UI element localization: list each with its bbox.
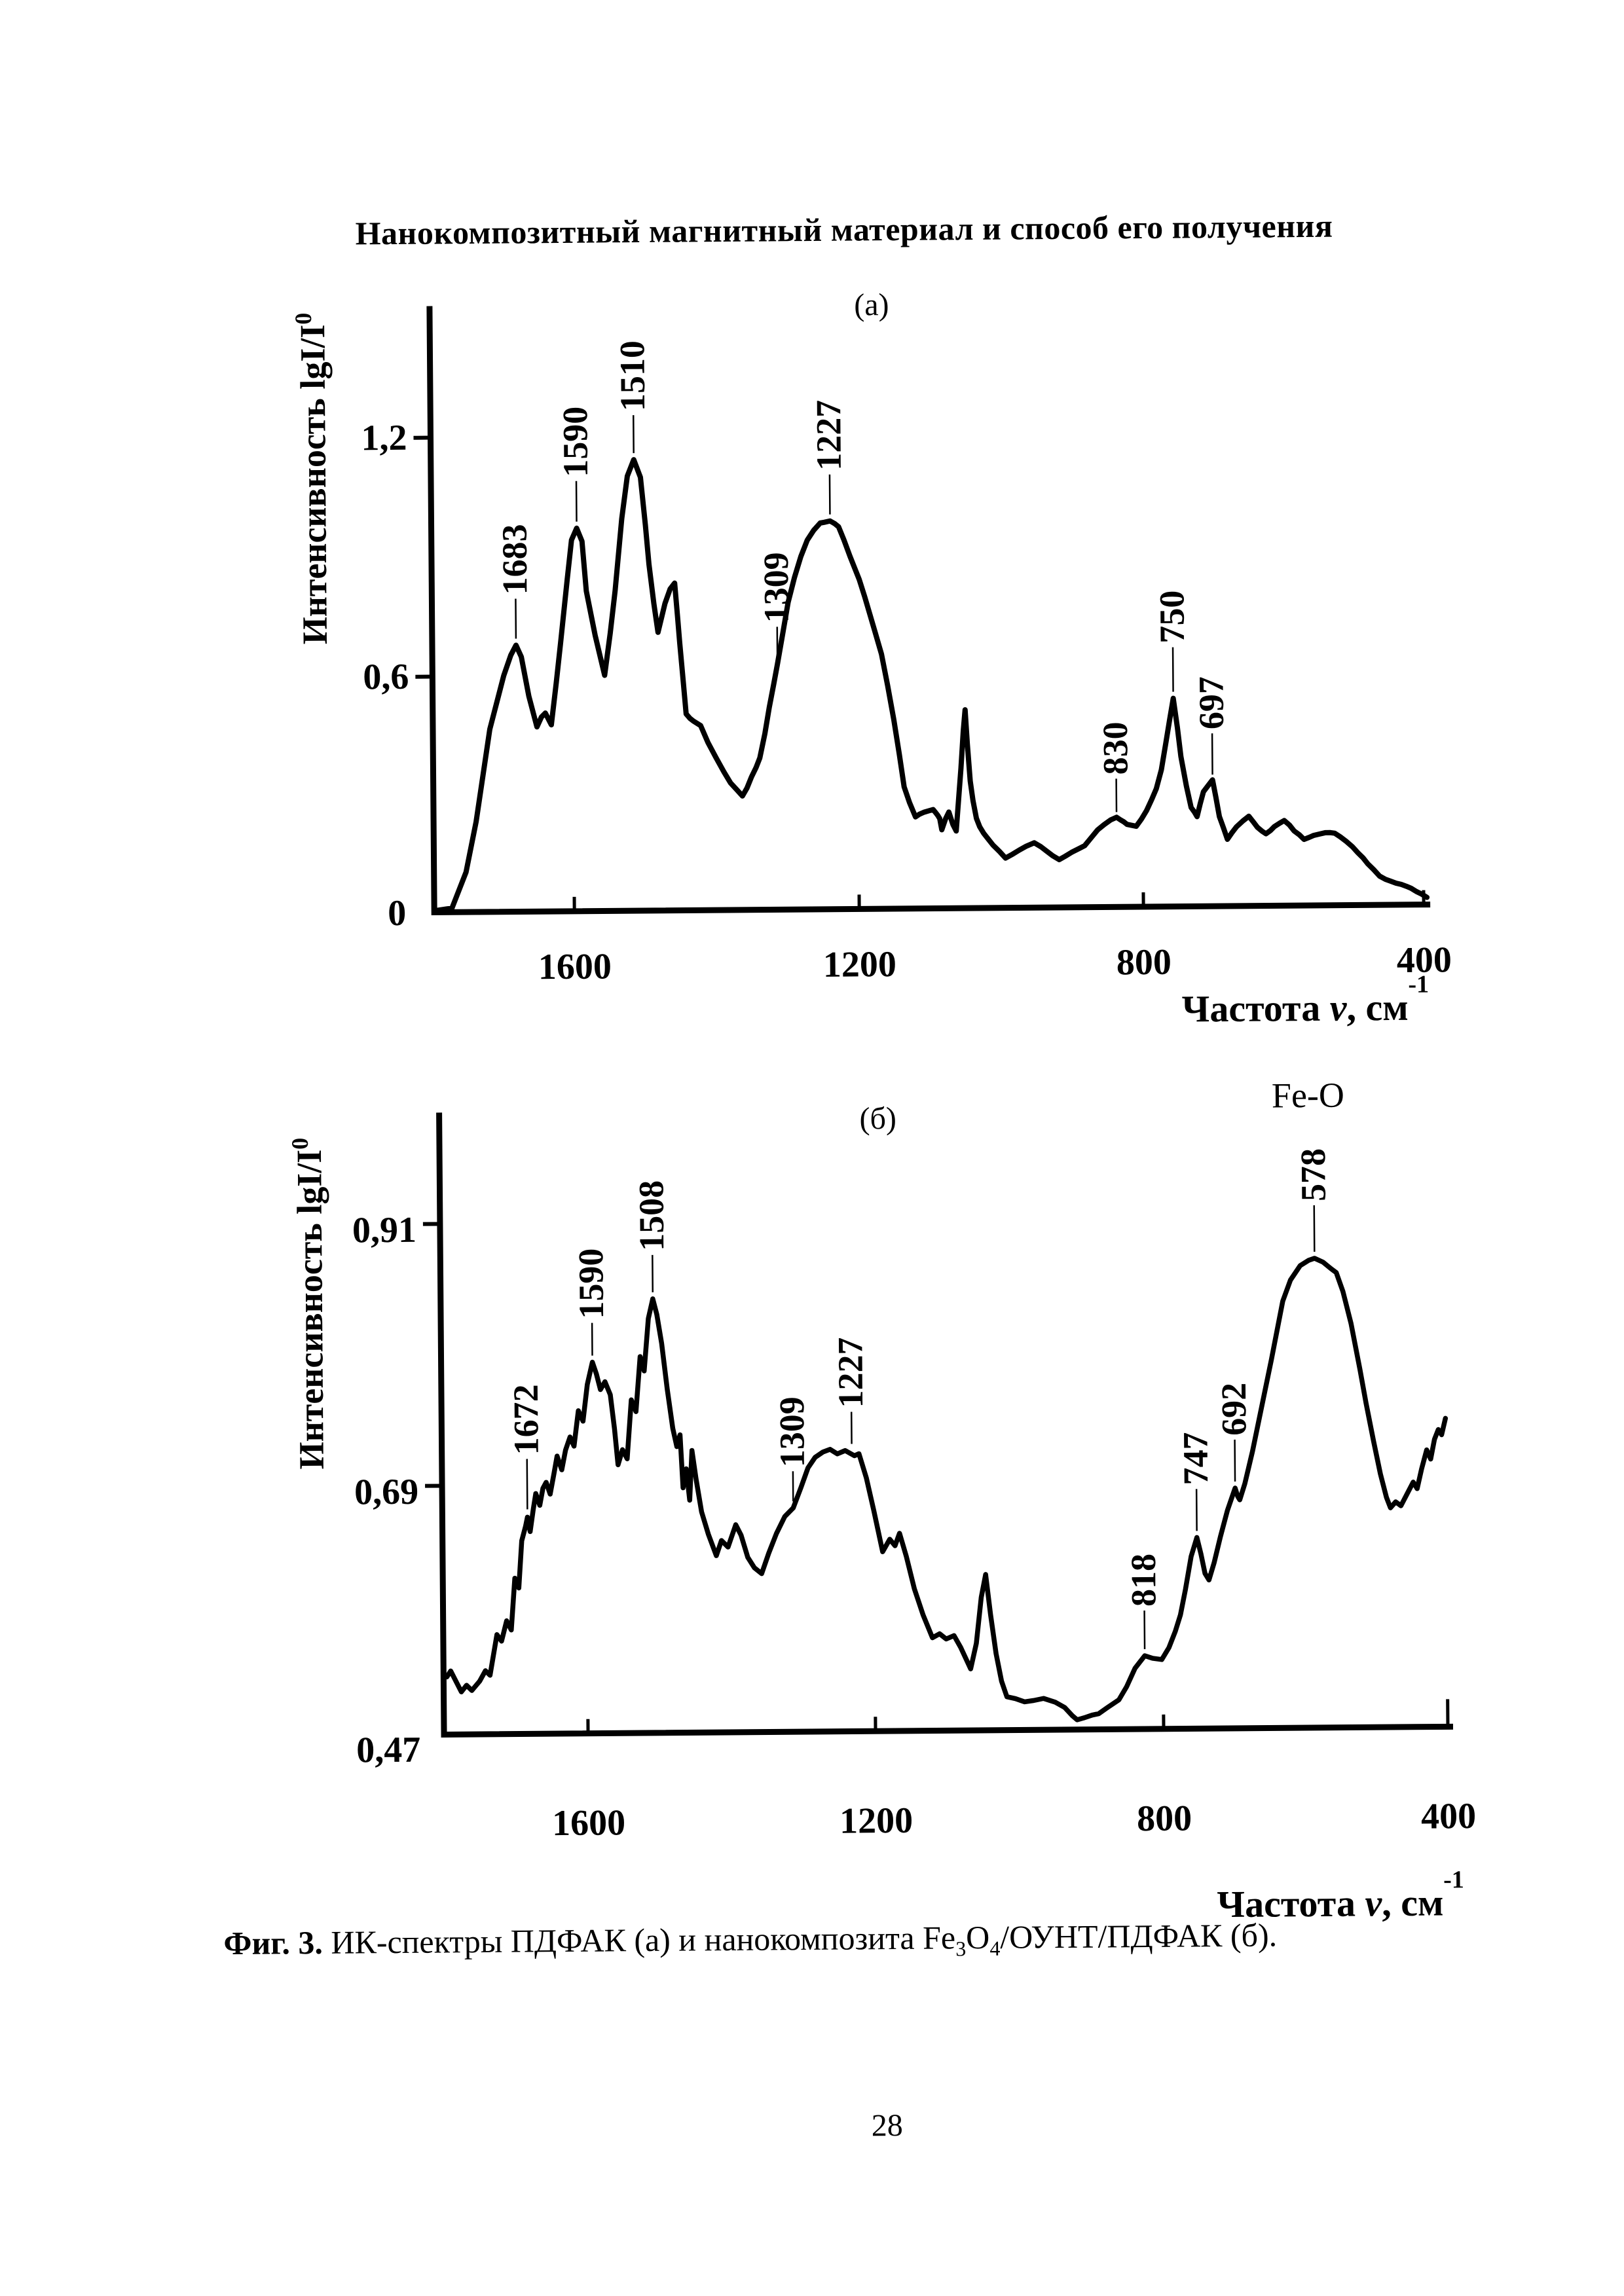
- chart-a-peak-1227: 1227: [809, 400, 849, 471]
- chart-a-ytick-1-2: 1,2: [361, 418, 407, 459]
- chart-a-ytick-0-6: 0,6: [363, 657, 409, 698]
- figure-caption: Фиг. 3. ИК-спектры ПДФАК (а) и нанокомпо…: [223, 1916, 1277, 1967]
- fe3o4-subscript-3: 3: [955, 1937, 967, 1961]
- chart-a-ytick-0: 0: [388, 893, 406, 934]
- chart-a-peak-1683: 1683: [495, 524, 535, 594]
- fe-o-annotation: Fe-O: [1272, 1076, 1344, 1116]
- chart-b-xtick-1200: 1200: [840, 1800, 913, 1842]
- chart-a-spectrum-curve: [435, 457, 1430, 913]
- chart-a-peak-1309: 1309: [756, 552, 796, 623]
- chart-a-yaxis-label: Интенсивность lgI/I0: [290, 312, 335, 644]
- chart-a-peak-830: 830: [1096, 721, 1135, 774]
- chart-b-peak-747: 747: [1175, 1432, 1215, 1485]
- fe3o4-subscript-4: 4: [989, 1936, 1001, 1960]
- chart-a-peak-1590: 1590: [555, 407, 595, 477]
- chart-a-xtick-1600: 1600: [538, 946, 612, 987]
- chart-b-peak-1309: 1309: [772, 1396, 812, 1467]
- panel-label-a: (а): [854, 287, 889, 322]
- chart-b-peak-1672: 1672: [506, 1384, 546, 1455]
- chart-a-xtick-marks: [572, 890, 1426, 910]
- figure-caption-text-2: O: [965, 1918, 990, 1956]
- chart-a-xtick-800: 800: [1116, 942, 1172, 983]
- chart-a-axes: [426, 306, 1431, 916]
- chart-a-xaxis-label: Частота ν, см-1: [1181, 971, 1429, 1030]
- figure-caption-number: Фиг. 3.: [223, 1923, 323, 1962]
- chart-b-yaxis-label: Интенсивность lgI/I0: [287, 1137, 331, 1469]
- chart-b-xaxis-label: Частота ν, см-1: [1217, 1866, 1464, 1925]
- chart-b-ytick-marks: [422, 1222, 443, 1488]
- chart-a-xtick-400: 400: [1397, 939, 1452, 981]
- panel-label-b: (б): [859, 1101, 896, 1136]
- chart-b-ytick-0-91: 0,91: [352, 1210, 416, 1251]
- chart-a-peak-750: 750: [1152, 590, 1192, 643]
- chart-b-spectrum-curve: [444, 1256, 1449, 1722]
- chart-b-peak-578: 578: [1293, 1148, 1333, 1201]
- ir-spectrum-chart-b: (б) Fe-O 0,91 0,69 0,47 1600 1200 800 40…: [287, 1076, 1476, 1926]
- chart-b-peak-818: 818: [1124, 1554, 1164, 1607]
- chart-a-peak-1510: 1510: [612, 340, 652, 411]
- page-number: 28: [871, 2107, 903, 2143]
- chart-b-peak-1590: 1590: [571, 1248, 611, 1319]
- page-title: Нанокомпозитный магнитный материал и спо…: [355, 207, 1333, 252]
- chart-a-peak-leader-lines: [515, 415, 1213, 812]
- chart-a-xtick-1200: 1200: [823, 944, 896, 985]
- chart-b-peak-leader-lines: [526, 1205, 1316, 1650]
- figure-caption-text-1: ИК-спектры ПДФАК (а) и нанокомпозита Fe: [322, 1919, 956, 1961]
- chart-b-peak-1508: 1508: [631, 1180, 671, 1251]
- chart-a-peak-697: 697: [1191, 676, 1231, 729]
- chart-a-ytick-marks: [413, 435, 433, 679]
- chart-b-xtick-marks: [586, 1699, 1450, 1732]
- chart-b-axes: [436, 1112, 1454, 1738]
- ir-spectrum-chart-a: (а) 1,2 0,6 0 1600 1200 800 400 Интенсив…: [290, 287, 1452, 1030]
- figure-caption-text-3: /ОУНТ/ПДФАК (б).: [1000, 1916, 1278, 1956]
- chart-b-xtick-800: 800: [1137, 1798, 1192, 1839]
- chart-b-peak-692: 692: [1214, 1383, 1254, 1436]
- chart-b-xtick-400: 400: [1421, 1796, 1476, 1837]
- chart-b-peak-1227: 1227: [830, 1337, 870, 1408]
- chart-b-ytick-0-69: 0,69: [354, 1472, 418, 1513]
- chart-b-ytick-0-47: 0,47: [356, 1730, 420, 1771]
- chart-b-xtick-1600: 1600: [552, 1802, 625, 1844]
